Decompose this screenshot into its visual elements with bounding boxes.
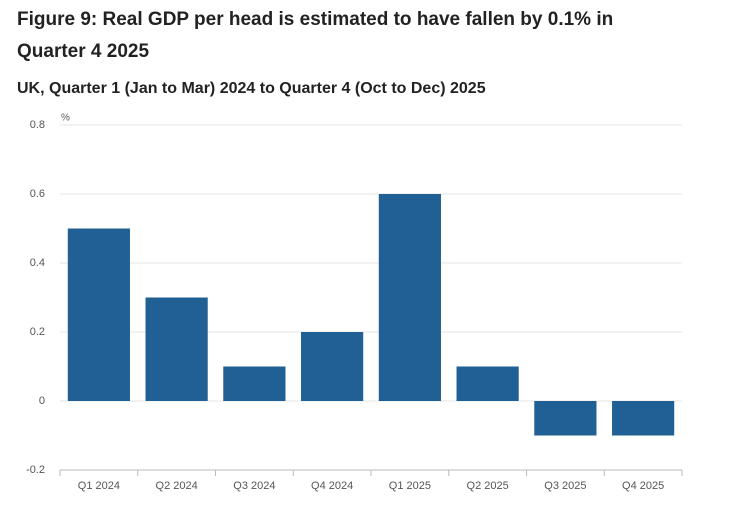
- bar: [67, 228, 130, 401]
- bar: [378, 194, 441, 401]
- bar: [223, 366, 286, 401]
- y-tick-label: 0.6: [30, 188, 45, 200]
- x-tick-label: Q4 2025: [622, 480, 664, 492]
- chart-subtitle: UK, Quarter 1 (Jan to Mar) 2024 to Quart…: [17, 80, 486, 97]
- x-tick-label: Q4 2024: [311, 480, 353, 492]
- y-tick-label: 0: [39, 395, 45, 407]
- x-tick-label: Q3 2025: [544, 480, 586, 492]
- bar: [612, 401, 675, 436]
- bar: [456, 366, 519, 401]
- bar: [534, 401, 597, 436]
- bar: [145, 297, 208, 401]
- x-tick-label: Q3 2024: [233, 480, 275, 492]
- x-tick-label: Q1 2024: [78, 480, 120, 492]
- chart-title: Figure 9: Real GDP per head is estimated…: [17, 9, 614, 62]
- x-tick-label: Q2 2024: [156, 480, 198, 492]
- y-tick-label: 0.2: [30, 326, 45, 338]
- y-tick-label: 0.4: [30, 257, 45, 269]
- y-tick-label: 0.8: [30, 119, 45, 131]
- x-tick-label: Q1 2025: [389, 480, 431, 492]
- y-tick-label: -0.2: [26, 464, 45, 476]
- bar: [301, 332, 364, 401]
- y-axis-unit: %: [61, 113, 70, 124]
- x-tick-label: Q2 2025: [467, 480, 509, 492]
